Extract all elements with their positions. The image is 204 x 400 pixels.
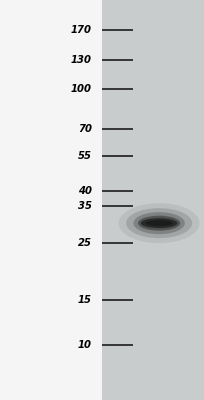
Ellipse shape (145, 220, 173, 226)
Text: 40: 40 (78, 186, 92, 196)
Ellipse shape (133, 212, 185, 234)
Text: 15: 15 (78, 295, 92, 305)
Ellipse shape (126, 208, 192, 238)
Ellipse shape (141, 218, 177, 228)
Text: 70: 70 (78, 124, 92, 134)
Text: 35: 35 (78, 201, 92, 211)
Bar (102, 0, 204, 400)
Text: 170: 170 (71, 25, 92, 35)
Text: 10: 10 (78, 340, 92, 350)
Text: 100: 100 (71, 84, 92, 94)
Text: 130: 130 (71, 55, 92, 65)
Ellipse shape (138, 216, 180, 231)
Text: 55: 55 (78, 151, 92, 161)
Ellipse shape (119, 203, 200, 243)
Text: 25: 25 (78, 238, 92, 248)
